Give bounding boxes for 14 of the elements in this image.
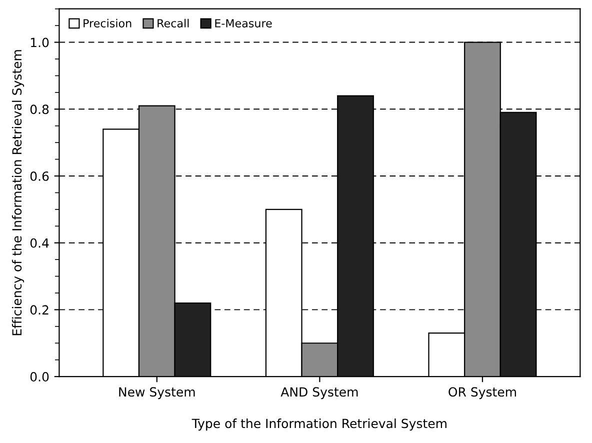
legend-label: E-Measure xyxy=(215,19,272,28)
y-tick-label: 1.0 xyxy=(30,38,49,48)
y-tick-label: 0.4 xyxy=(30,238,49,248)
x-tick-label: New System xyxy=(119,387,195,400)
y-tick-label: 0.0 xyxy=(30,372,49,382)
x-tick-label: OR System xyxy=(448,387,516,400)
x-axis-title: Type of the Information Retrieval System xyxy=(192,418,446,431)
y-tick-label: 0.6 xyxy=(30,171,49,181)
x-tick-label: AND System xyxy=(280,387,358,400)
legend-label: Recall xyxy=(158,18,189,28)
y-axis-title: Efficiency of the Information Retrieval System xyxy=(12,50,24,336)
legend-label: Precision xyxy=(84,18,132,28)
y-tick-label: 0.8 xyxy=(30,104,49,114)
y-tick-label: 0.2 xyxy=(30,305,48,315)
